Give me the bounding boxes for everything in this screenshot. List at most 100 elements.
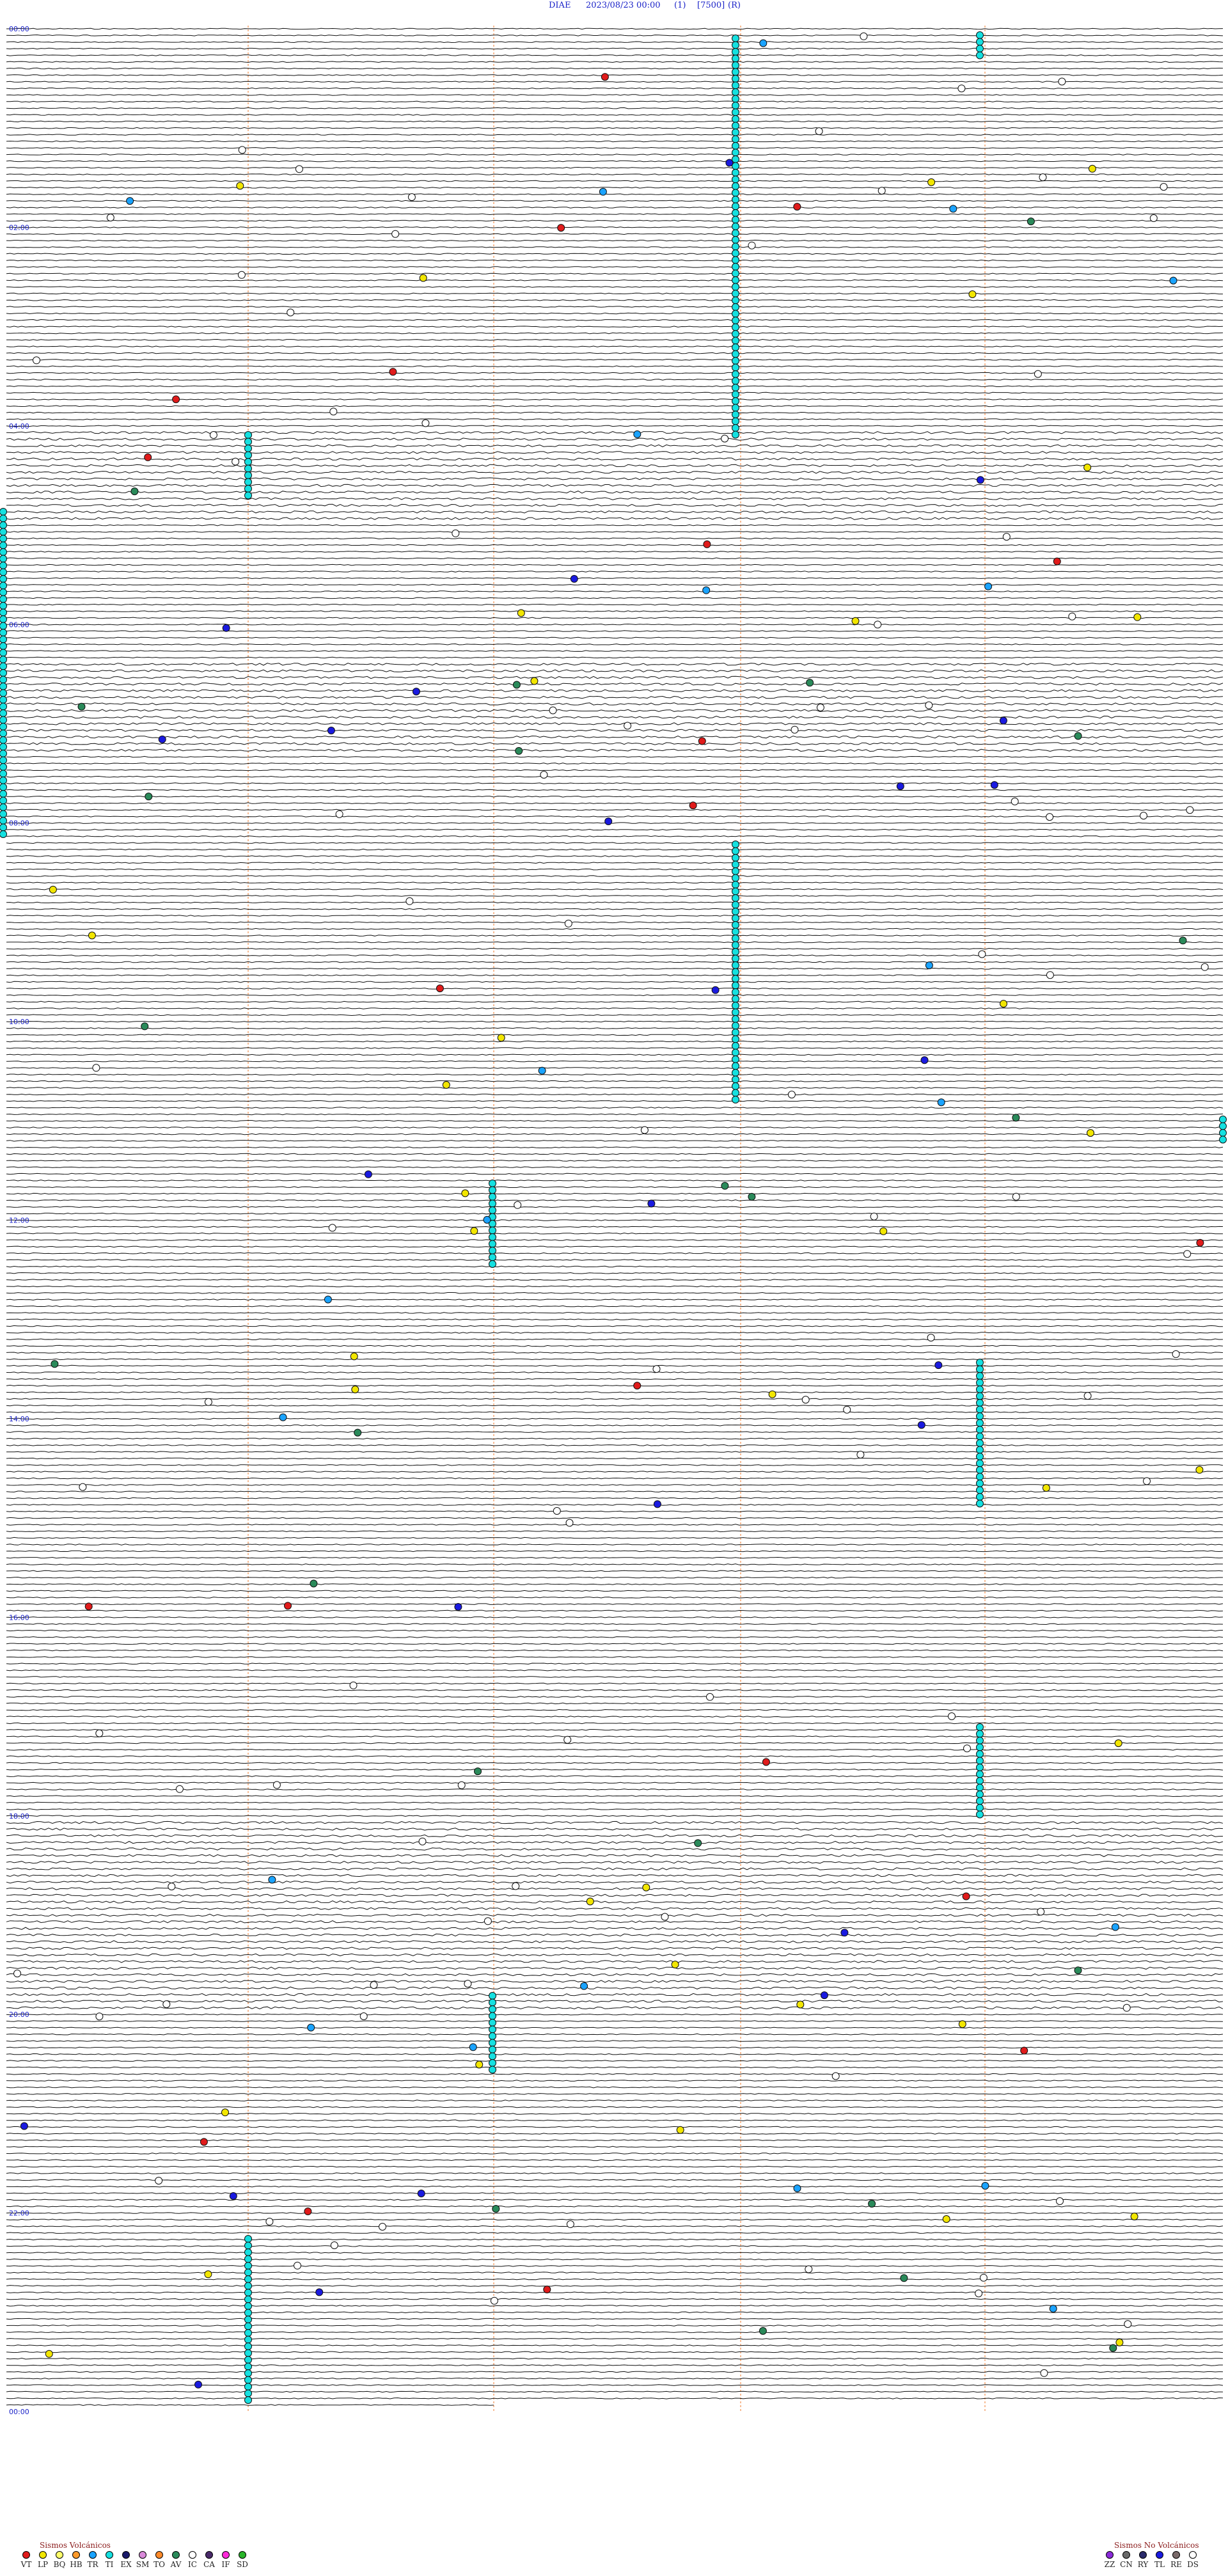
- trace-line: [6, 2066, 1224, 2069]
- trace-line: [6, 1609, 1224, 1612]
- ic-event-marker: [168, 1883, 176, 1891]
- legend-code-label: BQ: [53, 2560, 66, 2569]
- legend-color-swatch: [1172, 2551, 1180, 2559]
- lp-event-marker: [1042, 1484, 1050, 1492]
- ti-event-marker: [976, 1723, 984, 1731]
- ti-event-marker: [244, 445, 252, 452]
- ti-event-marker: [489, 1260, 496, 1268]
- ti-event-marker: [0, 709, 7, 717]
- ic-event-marker: [238, 146, 246, 154]
- ti-event-marker: [732, 948, 739, 956]
- trace-line: [6, 2238, 1224, 2241]
- ti-event-marker: [489, 1199, 496, 1208]
- legend-nonvolcanic: ZZ CN RY TL RE DS: [1101, 2551, 1201, 2568]
- trace-line: [6, 1762, 1224, 1764]
- trace-line: [6, 411, 1224, 414]
- trace-line: [6, 1517, 1224, 1519]
- lp-event-marker: [1195, 1466, 1204, 1474]
- ti-event-marker: [732, 88, 739, 96]
- av-event-marker: [474, 1767, 482, 1776]
- trace-line: [6, 1623, 1224, 1625]
- trace-line: [6, 875, 1224, 877]
- trace-line: [6, 577, 1224, 580]
- ic-event-marker: [874, 620, 882, 629]
- trace-line: [6, 1603, 1224, 1605]
- tl-event-marker: [999, 716, 1007, 725]
- ti-event-marker: [0, 575, 7, 583]
- trace-line: [6, 1993, 1224, 1996]
- lp-event-marker: [442, 1081, 450, 1089]
- ti-event-marker: [732, 115, 739, 123]
- trace-line: [6, 881, 1224, 884]
- ic-event-marker: [815, 127, 823, 136]
- trace-line: [6, 1682, 1224, 1685]
- legend-nonvolcanic-item-zz: ZZ: [1101, 2551, 1118, 2568]
- trace-line: [6, 2364, 1223, 2366]
- trace-line: [6, 352, 1224, 354]
- ti-event-marker: [489, 2066, 496, 2074]
- trace-line: [6, 1259, 1224, 1261]
- ti-event-marker: [976, 51, 984, 59]
- ti-event-marker: [244, 2248, 252, 2256]
- trace-line: [6, 617, 1224, 619]
- ic-event-marker: [265, 2218, 274, 2225]
- trace-line: [6, 2139, 1224, 2142]
- legend-volcanic: VT LP BQ HB TR TI EX SM TO AV IC CA IF SD: [18, 2551, 251, 2568]
- trace-line: [6, 610, 1224, 612]
- ti-event-marker: [0, 608, 7, 617]
- trace-line: [6, 186, 1224, 189]
- lp-event-marker: [461, 1189, 469, 1197]
- tr-event-marker: [538, 1066, 546, 1075]
- ti-event-marker: [489, 2005, 496, 2013]
- trace-line: [6, 1556, 1224, 1559]
- trace-line: [6, 372, 1224, 374]
- ti-event-marker: [732, 921, 739, 929]
- vt-event-marker: [633, 1382, 642, 1390]
- trace-line: [6, 2305, 1224, 2307]
- trace-line: [6, 590, 1224, 592]
- trace-line: [6, 166, 1224, 169]
- tr-event-marker: [925, 961, 933, 970]
- ti-event-marker: [976, 1797, 984, 1805]
- ti-event-marker: [976, 1466, 984, 1474]
- trace-line: [6, 1212, 1224, 1215]
- trace-line: [6, 34, 1224, 36]
- ti-event-marker: [0, 595, 7, 603]
- tr-event-marker: [483, 1215, 491, 1224]
- ti-event-marker: [732, 357, 739, 365]
- lp-event-marker: [1000, 1000, 1007, 1008]
- ti-event-marker: [732, 276, 739, 284]
- tl-event-marker: [229, 2192, 237, 2200]
- trace-line: [6, 484, 1224, 487]
- trace-line: [6, 1451, 1224, 1453]
- legend-volcanic-item-to: TO: [151, 2551, 168, 2568]
- ti-event-marker: [976, 1790, 984, 1798]
- ic-event-marker: [79, 1483, 87, 1491]
- ic-event-marker: [92, 1064, 100, 1072]
- trace-line: [6, 2291, 1223, 2294]
- trace-line: [6, 253, 1224, 255]
- legend-code-label: CA: [203, 2560, 215, 2569]
- ti-event-marker: [244, 2295, 252, 2303]
- trace-line: [6, 709, 1224, 713]
- trace-line: [6, 2153, 1224, 2154]
- trace-line: [6, 921, 1224, 924]
- trace-line: [6, 259, 1223, 262]
- ti-event-marker: [732, 914, 739, 922]
- ti-event-marker: [732, 54, 739, 63]
- ti-event-marker: [0, 716, 7, 724]
- tl-event-marker: [725, 159, 734, 167]
- lp-event-marker: [350, 1352, 358, 1361]
- ti-event-marker: [976, 1365, 984, 1373]
- hour-label: 00:00: [9, 2408, 29, 2416]
- trace-line: [6, 1913, 1224, 1917]
- ti-event-marker: [732, 142, 739, 150]
- trace-line: [6, 1364, 1223, 1367]
- ti-event-marker: [244, 2356, 252, 2364]
- legend-code-label: LP: [37, 2560, 49, 2569]
- trace-line: [6, 200, 1224, 202]
- ic-event-marker: [748, 241, 756, 249]
- trace-line: [6, 689, 1224, 692]
- trace-line: [6, 1139, 1224, 1142]
- trace-line: [6, 1880, 1224, 1884]
